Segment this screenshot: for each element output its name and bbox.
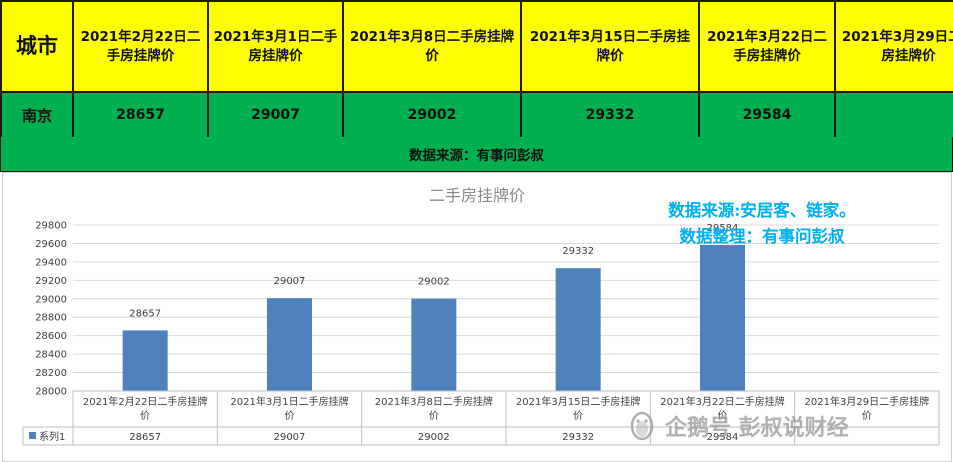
category-label-line2: 价: [573, 410, 583, 422]
penguin-logo-icon: [630, 411, 654, 441]
date-header-cell: 2021年3月22日二手房挂牌价: [698, 0, 836, 93]
date-header-cell: 2021年2月22日二手房挂牌价: [72, 0, 209, 93]
y-tick-label: 29000: [35, 294, 67, 305]
city-cell: 南京: [0, 91, 74, 139]
bar: [411, 298, 457, 391]
price-cell: 29002: [342, 91, 522, 139]
table-header-row: 城市 2021年2月22日二手房挂牌价 2021年3月1日二手房挂牌价 2021…: [0, 0, 953, 93]
data-label: 29584: [707, 223, 739, 234]
table-series-value: 29007: [274, 432, 306, 443]
data-source-text: 数据来源：有事问彭叔: [409, 148, 544, 164]
y-tick-label: 28200: [35, 368, 67, 379]
category-label-line2: 价: [718, 410, 728, 422]
price-cell: [834, 91, 953, 139]
category-label-line1: 2021年3月1日二手房挂牌: [230, 395, 348, 408]
category-label-line1: 2021年3月15日二手房挂牌: [516, 395, 641, 408]
data-label: 29332: [562, 246, 594, 257]
bar: [267, 298, 312, 391]
category-label-line2: 价: [140, 410, 150, 422]
y-tick-label: 28600: [35, 331, 67, 342]
category-label-line2: 价: [285, 410, 295, 422]
y-tick-label: 28000: [35, 387, 67, 398]
legend-key-icon: [29, 432, 36, 439]
chart-title: 二手房挂牌价: [429, 186, 525, 205]
data-source-bar: 数据来源：有事问彭叔: [0, 137, 953, 172]
watermark-text: 企鹅号 彭叔说财经: [665, 416, 849, 441]
table-row: 南京 28657 29007 29002 29332 29584: [0, 91, 953, 139]
table-series-value: 29584: [707, 432, 739, 443]
watermark: 企鹅号 彭叔说财经: [625, 410, 849, 442]
date-header-cell: 2021年3月1日二手房挂牌价: [207, 0, 344, 93]
y-tick-label: 28800: [35, 313, 67, 324]
category-label-line1: 2021年2月22日二手房挂牌: [83, 395, 208, 408]
legend-series-name: 系列1: [39, 430, 65, 443]
date-header-cell: 2021年3月15日二手房挂牌价: [520, 0, 700, 93]
source-overlay-line1: 数据来源:安居客、链家。: [668, 201, 856, 220]
data-label: 28657: [129, 308, 161, 319]
y-tick-label: 29200: [35, 276, 67, 287]
bar: [122, 330, 168, 391]
city-header-cell: 城市: [0, 0, 74, 93]
price-cell: 29584: [698, 91, 836, 139]
chart-area: 二手房挂牌价 28000 28200 28400 28600 28800 29000 2920…: [2, 172, 952, 462]
y-tick-label: 28400: [35, 350, 67, 361]
source-overlay: 数据来源:安居客、链家。 数据整理：有事问彭叔: [622, 198, 902, 250]
price-cell: 28657: [72, 91, 209, 139]
data-label: 29002: [418, 277, 450, 288]
category-label-line2: 价: [429, 410, 439, 422]
price-table: 城市 2021年2月22日二手房挂牌价 2021年3月1日二手房挂牌价 2021…: [0, 0, 953, 139]
y-tick-label: 29400: [35, 257, 67, 268]
bar: [555, 268, 601, 391]
table-series-value: 29002: [418, 432, 450, 443]
category-label-line2: 价: [862, 410, 872, 422]
y-tick-label: 29600: [35, 239, 67, 250]
table-series-value: 29332: [562, 432, 594, 443]
y-tick-label: 29800: [35, 221, 67, 232]
bar: [700, 244, 745, 391]
price-cell: 29332: [520, 91, 700, 139]
price-cell: 29007: [207, 91, 344, 139]
table-series-value: 28657: [129, 432, 161, 443]
data-label: 29007: [274, 276, 306, 287]
category-label-line1: 2021年3月22日二手房挂牌: [660, 395, 785, 408]
category-label-line1: 2021年3月8日二手房挂牌: [375, 395, 493, 408]
date-header-cell: 2021年3月8日二手房挂牌价: [342, 0, 522, 93]
source-overlay-line2: 数据整理：有事问彭叔: [679, 227, 845, 246]
category-label-line1: 2021年3月29日二手房挂牌: [805, 395, 930, 408]
bar-chart: 二手房挂牌价 28000 28200 28400 28600 28800 29000 2920…: [22, 186, 940, 446]
